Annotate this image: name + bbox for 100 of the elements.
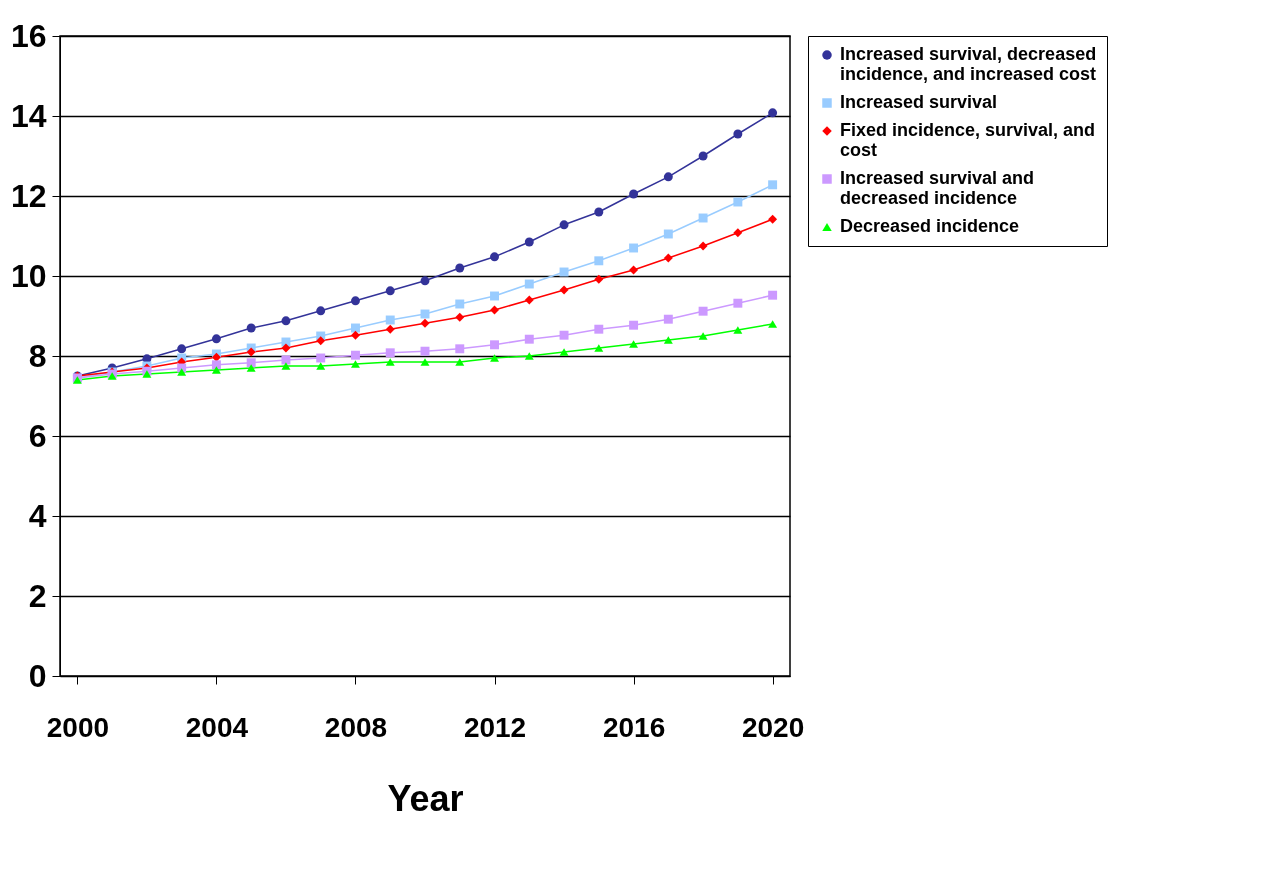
point [698, 241, 708, 251]
x-tick-label: 2004 [185, 711, 249, 743]
point [177, 368, 187, 376]
point [559, 348, 569, 356]
point [142, 370, 152, 378]
point [663, 229, 673, 239]
point [281, 343, 291, 353]
point [559, 267, 569, 277]
point [629, 340, 639, 348]
y-tick-label: 0 [28, 657, 47, 694]
y-tick-label: 12 [10, 177, 47, 214]
point [455, 263, 465, 273]
point [733, 228, 743, 238]
y-tick-label: 16 [10, 17, 47, 54]
point [698, 306, 708, 316]
x-tick-label: 2012 [463, 711, 527, 743]
legend-label: Increased survival, decreased incidence, and increased cost [840, 44, 1097, 84]
point [594, 274, 604, 284]
point [316, 306, 326, 316]
y-tick-label: 4 [28, 497, 47, 534]
x-tick-label: 2020 [741, 711, 805, 743]
point [420, 318, 430, 328]
point [316, 353, 326, 363]
point [733, 298, 743, 308]
point [490, 291, 499, 301]
y-tick-label: 8 [28, 337, 47, 374]
point [698, 332, 708, 340]
point [559, 285, 569, 295]
point [768, 214, 778, 224]
x-axis-title: Year [387, 777, 464, 819]
point [385, 358, 395, 366]
y-tick-label: 6 [28, 417, 47, 454]
point [351, 296, 360, 306]
point [559, 220, 569, 230]
point [594, 344, 604, 352]
point [385, 348, 395, 358]
point [455, 299, 465, 309]
point [524, 279, 534, 289]
point [524, 352, 534, 360]
point [455, 358, 465, 366]
point [385, 286, 395, 296]
x-tick-label: 2016 [602, 711, 666, 743]
point [698, 151, 708, 161]
point [524, 295, 534, 305]
point [351, 350, 360, 360]
point [490, 354, 499, 362]
point [663, 172, 673, 182]
point [246, 323, 256, 333]
point [524, 334, 534, 344]
point [594, 256, 604, 266]
legend-label: Decreased incidence [840, 216, 1020, 236]
point [733, 129, 743, 139]
point [768, 108, 778, 118]
point [211, 366, 221, 374]
legend-label: Increased survival [840, 92, 998, 112]
point [351, 330, 360, 340]
legend-label: Fixed incidence, survival, and cost [840, 120, 1096, 160]
point [663, 336, 673, 344]
point [733, 197, 743, 207]
y-tick-label: 10 [10, 257, 47, 294]
point [455, 344, 465, 354]
point [385, 315, 395, 325]
point [177, 344, 187, 354]
y-tick-label: 14 [10, 97, 47, 134]
point [594, 207, 604, 217]
point [559, 330, 569, 340]
point [455, 312, 465, 322]
point [733, 326, 743, 334]
point [768, 320, 778, 328]
point [663, 314, 673, 324]
point [698, 213, 708, 223]
legend-label: Increased survival and decreased incidence [840, 168, 1035, 208]
point [281, 362, 291, 370]
point [629, 265, 639, 275]
point [211, 334, 221, 344]
point [629, 189, 639, 199]
point [768, 290, 778, 300]
point [281, 316, 291, 326]
point [316, 362, 326, 370]
point [351, 360, 360, 368]
point [246, 364, 256, 372]
point [629, 243, 639, 253]
point [629, 320, 639, 330]
point [385, 324, 395, 334]
point [246, 347, 256, 357]
point [490, 340, 499, 350]
point [420, 276, 430, 286]
point [768, 180, 778, 190]
x-tick-label: 2008 [324, 711, 388, 743]
point [663, 253, 673, 263]
point [490, 252, 499, 262]
point [211, 360, 221, 370]
point [594, 324, 604, 334]
x-tick-label: 2000 [46, 711, 110, 743]
point [420, 358, 430, 366]
point [524, 237, 534, 247]
point [420, 346, 430, 356]
y-tick-label: 2 [28, 577, 47, 614]
point [246, 358, 256, 368]
point [316, 336, 326, 346]
